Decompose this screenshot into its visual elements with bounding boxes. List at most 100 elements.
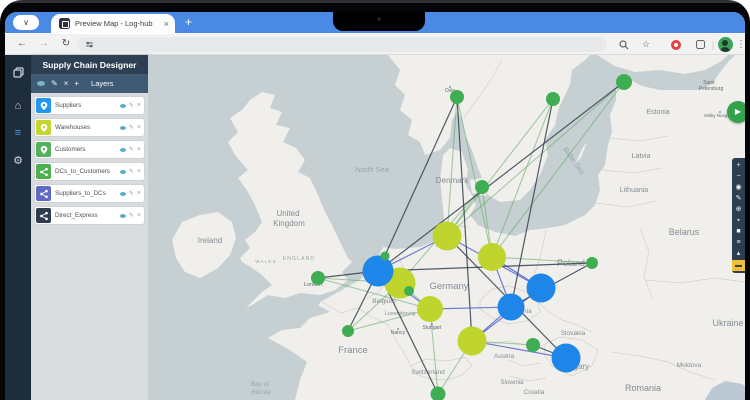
layers-toolbar: ✎ × + Layers: [31, 74, 148, 93]
map-node-sup-nl[interactable]: [362, 255, 394, 287]
map-node-cu-cologne[interactable]: [404, 286, 414, 296]
layer-row-customers[interactable]: Customers ✎ ×: [35, 141, 144, 158]
layer-row-suppliers-to-dcs[interactable]: Suppliers_to_DCs ✎ ×: [35, 185, 144, 202]
map-tool-list[interactable]: ≡: [736, 239, 741, 246]
app-nav-rail: ⌂ ≡ ⚙: [5, 55, 31, 400]
map-tool-draw[interactable]: ✎: [735, 195, 742, 202]
route-icon: [36, 164, 51, 179]
layer-edit-icon[interactable]: ✎: [128, 102, 134, 109]
map-label: United: [276, 209, 299, 218]
map-node-wh-munich[interactable]: [457, 326, 487, 356]
layer-label: Suppliers: [55, 102, 82, 109]
layer-visibility-icon[interactable]: [119, 125, 126, 130]
laptop-notch: [333, 12, 425, 31]
map-node-cu-tallinn[interactable]: [616, 74, 632, 90]
map-tool-zoom-out[interactable]: −: [736, 173, 741, 180]
map-label: Oslo: [445, 88, 456, 94]
toggle-visibility-icon[interactable]: [37, 81, 45, 86]
map-edge-suppliers_to_dcs: [471, 340, 567, 359]
map-node-cu-warsaw[interactable]: [586, 257, 598, 269]
layer-delete-icon[interactable]: ×: [136, 168, 141, 175]
extension-red-icon[interactable]: [669, 37, 683, 52]
layer-row-warehouses[interactable]: Warehouses ✎ ×: [35, 119, 144, 136]
map-tool-save[interactable]: ▬: [732, 260, 745, 271]
profile-avatar[interactable]: [717, 37, 733, 52]
map-quick-action-button[interactable]: ▶: [727, 101, 745, 123]
map-canvas[interactable]: United Kingdom Ireland Denmark Germany France…: [148, 55, 745, 400]
bookmark-star-icon[interactable]: ☆: [641, 39, 651, 49]
map-tool-area[interactable]: ■: [736, 228, 741, 235]
map-label: Bay of: [251, 381, 271, 388]
map-node-sup-hu[interactable]: [551, 343, 581, 373]
home-icon[interactable]: ⌂: [14, 100, 22, 112]
settings-gear-icon[interactable]: ⚙: [13, 154, 23, 167]
layer-visibility-icon[interactable]: [119, 191, 126, 196]
zoom-icon[interactable]: [617, 37, 631, 52]
browser-toolbar: ← → ↻ ☆ | ⋮: [5, 33, 745, 55]
map-label: Lithuania: [620, 187, 649, 194]
map-node-sup-pl[interactable]: [526, 273, 556, 303]
layer-edit-icon[interactable]: ✎: [128, 146, 134, 153]
layer-edit-icon[interactable]: ✎: [128, 190, 134, 197]
edit-layers-icon[interactable]: ✎: [51, 78, 58, 88]
layer-delete-icon[interactable]: ×: [136, 212, 141, 219]
map-edge-direct_express: [377, 96, 458, 272]
map-node-cu-london[interactable]: [311, 271, 325, 285]
tune-icon: [86, 41, 93, 48]
layer-label: Suppliers_to_DCs: [55, 190, 106, 197]
map-node-wh-hamburg[interactable]: [432, 221, 462, 251]
map-node-cu-paris[interactable]: [342, 325, 354, 337]
map-tool-pointer[interactable]: ▴: [736, 250, 741, 257]
map-label: Kingdom: [273, 219, 305, 228]
map-edge-dcs_to_customers: [446, 81, 625, 237]
back-icon[interactable]: ←: [17, 38, 27, 49]
layer-label: Direct_Express: [55, 212, 98, 219]
extensions-icon[interactable]: [693, 37, 707, 52]
new-tab-button[interactable]: +: [185, 15, 193, 29]
layer-row-direct-express[interactable]: Direct_Express ✎ ×: [35, 207, 144, 224]
map-tool-zoom-in[interactable]: +: [736, 162, 741, 169]
layer-visibility-icon[interactable]: [119, 147, 126, 152]
map-label: Germany: [429, 281, 468, 292]
layer-row-dcs-to-customers[interactable]: DCs_to_Customers ✎ ×: [35, 163, 144, 180]
layer-visibility-icon[interactable]: [119, 213, 126, 218]
map-node-cu-milan[interactable]: [430, 386, 446, 400]
map-label: Slovenia: [500, 380, 524, 386]
map-node-cu-copenhagen[interactable]: [475, 180, 489, 194]
map-node-wh-berlin[interactable]: [478, 243, 506, 271]
layer-row-suppliers[interactable]: Suppliers ✎ ×: [35, 97, 144, 114]
reload-icon[interactable]: ↻: [61, 38, 71, 49]
map-tool-marker[interactable]: ▪: [737, 217, 740, 224]
map-node-wh-frankfurt[interactable]: [417, 296, 443, 322]
browser-tab-active[interactable]: Preview Map - Log-hub ×: [51, 14, 175, 33]
layer-edit-icon[interactable]: ✎: [128, 168, 134, 175]
map-node-cu-stockholm[interactable]: [546, 92, 560, 106]
layer-edit-icon[interactable]: ✎: [128, 124, 134, 131]
add-layer-icon[interactable]: +: [74, 78, 80, 88]
layer-delete-icon[interactable]: ×: [136, 190, 141, 197]
layer-delete-icon[interactable]: ×: [136, 124, 141, 131]
map-node-sup-cz[interactable]: [497, 293, 525, 321]
delete-layers-icon[interactable]: ×: [63, 78, 69, 88]
layer-edit-icon[interactable]: ✎: [128, 212, 134, 219]
map-tool-add-node[interactable]: ⊕: [735, 206, 742, 213]
map-node-cu-oslo[interactable]: [450, 90, 464, 104]
layer-delete-icon[interactable]: ×: [136, 146, 141, 153]
map-tool-select[interactable]: ◉: [735, 184, 742, 191]
map-label: Romania: [625, 383, 661, 393]
layer-delete-icon[interactable]: ×: [136, 102, 141, 109]
map-node-cu-vienna[interactable]: [526, 338, 540, 352]
forward-icon[interactable]: →: [39, 38, 49, 49]
menu-list-icon[interactable]: ≡: [14, 127, 22, 139]
windows-icon[interactable]: [5, 61, 31, 83]
layer-visibility-icon[interactable]: [119, 103, 126, 108]
map-node-cu-amsterdam[interactable]: [380, 251, 390, 261]
tab-favicon-icon: [59, 18, 70, 29]
window-menu-button[interactable]: ∨: [13, 15, 39, 30]
tab-close-icon[interactable]: ×: [163, 18, 169, 29]
layer-visibility-icon[interactable]: [119, 169, 126, 174]
address-bar[interactable]: [77, 37, 607, 52]
browser-menu-icon[interactable]: ⋮: [736, 39, 745, 50]
tab-title: Preview Map - Log-hub: [75, 19, 153, 28]
map-label: France: [338, 345, 368, 356]
